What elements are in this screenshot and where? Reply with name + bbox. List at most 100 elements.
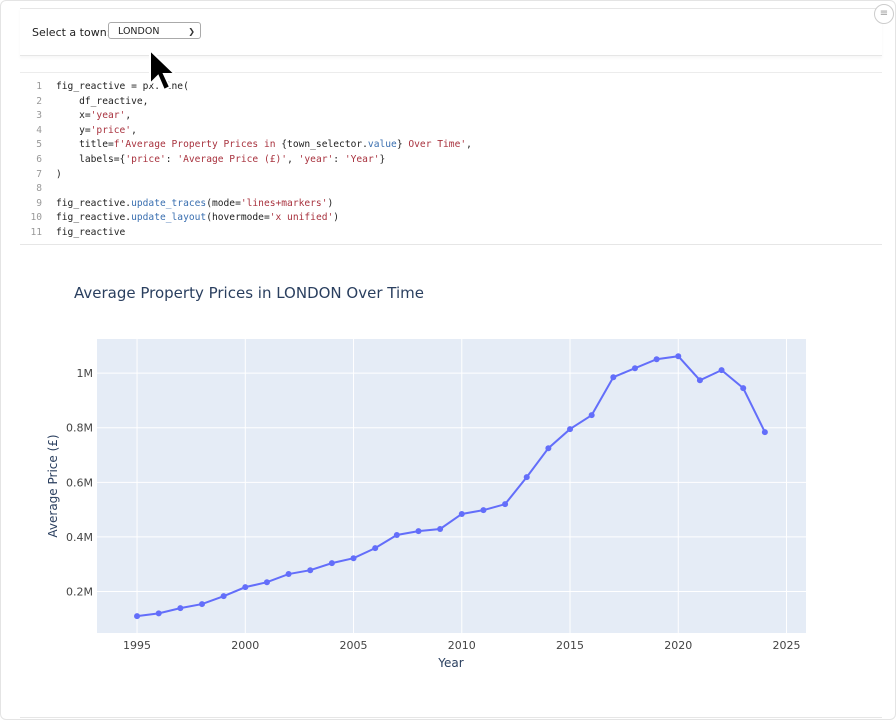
- code-token: ,: [125, 110, 132, 122]
- code-token: ): [327, 197, 334, 209]
- data-point[interactable]: [653, 356, 660, 363]
- line-number: 1: [36, 81, 42, 92]
- code-line: 4 y='price',: [20, 125, 137, 140]
- code-token: 'x unified': [269, 212, 334, 224]
- code-line: 10 fig_reactive.update_layout(hovermode='…: [20, 212, 339, 227]
- code-line: 6 labels={'price': 'Average Price (£)', …: [20, 154, 385, 169]
- code-token: {town_selector.: [281, 139, 368, 151]
- data-point[interactable]: [502, 501, 509, 508]
- mouse-cursor-icon: [149, 48, 178, 92]
- data-point[interactable]: [285, 571, 292, 578]
- town-select-dropdown[interactable]: LONDON ❯: [108, 22, 201, 39]
- data-point[interactable]: [134, 613, 141, 620]
- code-token: f'Average Property Prices in: [113, 139, 282, 151]
- code-token: ,: [287, 154, 299, 165]
- line-number: 2: [36, 95, 42, 107]
- data-point[interactable]: [393, 532, 400, 538]
- line-number: 3: [36, 110, 42, 122]
- code-token: 'year': [90, 110, 126, 122]
- code-token: 'price': [125, 154, 166, 165]
- data-point[interactable]: [263, 579, 270, 586]
- data-point[interactable]: [610, 374, 617, 381]
- hamburger-menu-icon[interactable]: ≡: [874, 4, 894, 24]
- code-line: 7): [20, 169, 62, 184]
- code-token: value: [367, 139, 397, 151]
- code-cell[interactable]: 1 fig_reactive = px.line(2 df_reactive, 3 …: [20, 72, 882, 241]
- code-token: ,: [131, 124, 137, 136]
- town-select-label: Select a town:: [32, 26, 111, 39]
- widget-output-cell: Select a town: LONDON ❯: [20, 8, 882, 56]
- data-point[interactable]: [372, 545, 379, 552]
- data-point[interactable]: [675, 353, 682, 360]
- line-number: 9: [36, 197, 42, 209]
- code-token: }: [396, 139, 403, 151]
- x-tick-label: 2025: [773, 639, 801, 652]
- x-tick-label: 2020: [664, 639, 692, 652]
- code-token: df_reactive,: [56, 95, 149, 107]
- code-token: fig_reactive.: [56, 212, 132, 224]
- y-tick-label: 1M: [77, 367, 94, 380]
- code-line: 2 df_reactive,: [20, 96, 148, 111]
- code-line: 11 fig_reactive: [20, 227, 125, 242]
- line-number: 6: [36, 154, 42, 165]
- x-tick-label: 2005: [340, 639, 368, 652]
- code-token: 'price': [90, 124, 132, 136]
- code-token: x=: [56, 110, 91, 122]
- data-point[interactable]: [220, 593, 227, 600]
- y-tick-label: 0.4M: [66, 531, 93, 544]
- code-token: Over Time': [402, 139, 467, 151]
- data-point[interactable]: [523, 474, 530, 481]
- x-axis-label: Year: [437, 656, 463, 670]
- code-token: }: [379, 154, 386, 165]
- code-token: 'year': [298, 154, 334, 165]
- data-point[interactable]: [177, 605, 184, 612]
- data-point[interactable]: [631, 365, 638, 372]
- data-point[interactable]: [350, 555, 357, 562]
- plot-area[interactable]: [97, 339, 806, 633]
- y-tick-label: 0.8M: [66, 422, 93, 435]
- code-token: 'Year': [344, 154, 380, 165]
- data-point[interactable]: [155, 610, 162, 617]
- data-point[interactable]: [328, 560, 335, 567]
- code-line: 3 x='year',: [20, 110, 131, 125]
- x-tick-label: 2015: [556, 639, 584, 652]
- line-number: 11: [30, 227, 42, 238]
- data-point[interactable]: [718, 367, 725, 374]
- line-number: 8: [36, 183, 42, 195]
- code-token: (hovermode=: [206, 212, 270, 224]
- data-point[interactable]: [458, 510, 465, 517]
- code-token: ,: [466, 139, 472, 151]
- code-token: 'Average Price (£)': [177, 154, 288, 165]
- code-line: 9 fig_reactive.update_traces(mode='lines+…: [20, 198, 333, 213]
- data-point[interactable]: [480, 507, 487, 514]
- x-tick-label: 2010: [448, 639, 476, 652]
- data-point[interactable]: [588, 412, 595, 419]
- code-token: ): [56, 168, 62, 180]
- code-line: 8: [20, 183, 56, 198]
- data-point[interactable]: [242, 584, 249, 591]
- data-point[interactable]: [198, 601, 205, 608]
- data-point[interactable]: [437, 525, 444, 532]
- code-token: update_layout: [131, 212, 207, 224]
- code-token: labels={: [56, 154, 126, 165]
- chevron-down-icon: ❯: [188, 27, 195, 36]
- code-line: 5 title=f'Average Property Prices in {to…: [20, 139, 472, 154]
- code-token: ): [333, 212, 340, 224]
- code-token: y=: [56, 124, 91, 136]
- data-point[interactable]: [415, 528, 422, 535]
- y-axis-label: Average Price (£): [46, 434, 60, 537]
- code-token: 'lines+markers': [240, 197, 328, 209]
- price-line: [136, 355, 766, 618]
- data-point[interactable]: [761, 429, 768, 436]
- code-token: fig_reactive.: [56, 197, 132, 209]
- data-point[interactable]: [696, 377, 703, 384]
- line-number: 10: [30, 212, 42, 224]
- x-tick-label: 1995: [123, 639, 151, 652]
- data-point[interactable]: [307, 567, 314, 574]
- chart-title: Average Property Prices in LONDON Over T…: [74, 284, 424, 302]
- line-chart[interactable]: Average Property Prices in LONDON Over T…: [20, 245, 882, 717]
- data-point[interactable]: [567, 426, 574, 433]
- data-point[interactable]: [545, 445, 552, 452]
- line-number: 7: [36, 168, 42, 180]
- data-point[interactable]: [740, 385, 747, 392]
